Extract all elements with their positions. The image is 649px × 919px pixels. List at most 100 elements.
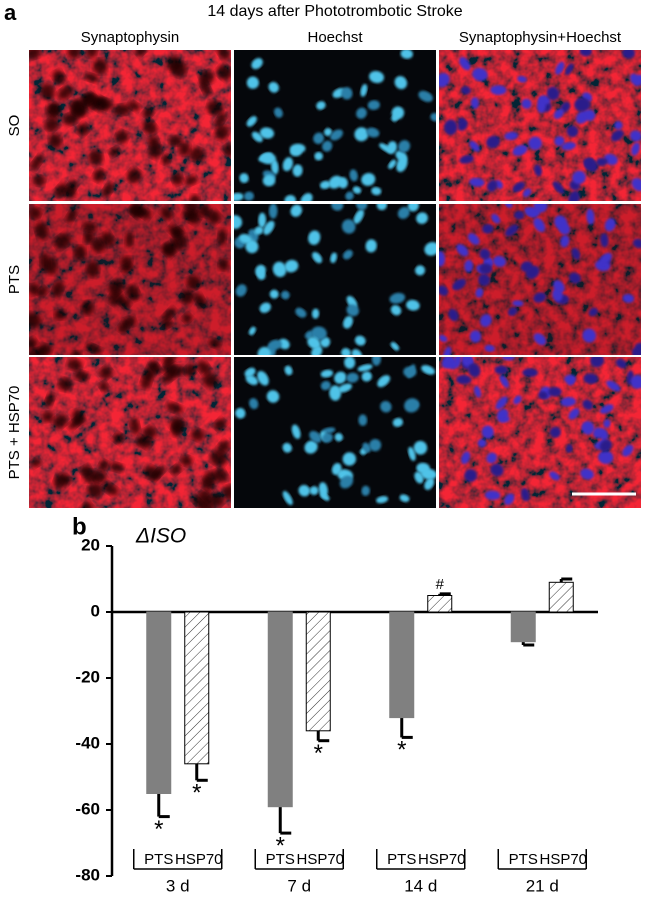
nucleus: [339, 475, 354, 489]
nucleus: [548, 387, 562, 397]
micrograph-content: [439, 204, 641, 355]
nucleus: [316, 101, 326, 110]
cell-body: [182, 208, 196, 220]
nucleus: [366, 127, 380, 138]
nucleus: [554, 136, 565, 147]
nucleus: [631, 178, 641, 192]
micrograph: [234, 357, 436, 508]
nucleus: [490, 85, 507, 95]
nucleus: [390, 305, 402, 316]
nucleus: [334, 432, 343, 442]
nucleus: [590, 357, 604, 368]
nucleus: [582, 328, 597, 343]
nucleus: [439, 251, 446, 267]
cell-body: [30, 154, 44, 170]
nucleus: [630, 130, 641, 142]
nucleus: [289, 143, 306, 154]
cell-body: [63, 112, 79, 126]
column-header: Synaptophysin+Hoechst: [459, 29, 622, 46]
nucleus: [272, 261, 287, 278]
nucleus: [579, 50, 592, 57]
cell-body: [118, 321, 130, 334]
nucleus: [376, 495, 389, 504]
x-tick-label: 21 d: [526, 876, 559, 895]
nucleus: [415, 265, 426, 276]
cell-body: [171, 61, 187, 78]
cell-body: [29, 283, 40, 296]
cell-body: [102, 182, 114, 197]
cell-body: [54, 309, 66, 320]
nucleus: [355, 204, 368, 211]
nucleus: [480, 314, 492, 327]
nucleus: [251, 58, 263, 70]
y-tick-label: 0: [91, 601, 100, 620]
cell-body: [86, 50, 98, 58]
cell-body: [102, 482, 119, 496]
nucleus: [588, 307, 598, 317]
y-tick-label: -80: [75, 865, 100, 884]
group-bracket: [497, 849, 587, 870]
cell-body: [161, 319, 173, 329]
nucleus: [257, 370, 269, 386]
cell-body: [125, 232, 134, 248]
nucleus: [365, 239, 377, 253]
nucleus: [472, 67, 488, 82]
cell-body: [171, 172, 184, 186]
nucleus: [481, 425, 494, 439]
significance-mark: *: [154, 816, 163, 843]
series-label: HSP70: [296, 851, 344, 868]
cell-body: [189, 147, 205, 162]
cell-body: [191, 428, 205, 442]
cell-body: [120, 256, 133, 269]
micrograph-content: [29, 357, 231, 508]
nucleus: [468, 363, 481, 377]
nucleus: [600, 233, 609, 248]
significance-mark: *: [397, 737, 406, 764]
nucleus: [442, 346, 452, 355]
nucleus: [380, 400, 392, 413]
nucleus: [499, 375, 509, 388]
cell-body: [168, 224, 182, 238]
nucleus: [583, 373, 598, 384]
nucleus: [490, 463, 504, 477]
nucleus: [505, 224, 519, 237]
cell-body: [183, 364, 197, 377]
cell-body: [99, 381, 109, 392]
nucleus: [464, 259, 474, 273]
nucleus: [234, 215, 243, 229]
nucleus: [448, 308, 459, 322]
nucleus: [300, 193, 313, 201]
nucleus: [329, 385, 342, 401]
nucleus: [341, 219, 356, 234]
cell-body: [109, 462, 124, 472]
cell-body: [57, 85, 73, 100]
cell-body: [32, 175, 46, 187]
nucleus: [353, 209, 364, 224]
cell-body: [74, 370, 89, 382]
nucleus: [571, 247, 581, 260]
cell-body: [109, 147, 120, 157]
cell-body: [31, 458, 41, 468]
cell-body: [182, 313, 193, 324]
nucleus: [444, 119, 458, 135]
nucleus: [603, 419, 611, 428]
cell-body: [126, 168, 142, 184]
cell-body: [29, 207, 42, 220]
nucleus: [482, 224, 494, 234]
nucleus: [307, 336, 321, 349]
series-label: HSP70: [175, 851, 223, 868]
cell-body: [217, 50, 230, 60]
cell-body: [29, 312, 42, 328]
cell-body: [128, 101, 140, 112]
nucleus: [491, 213, 501, 224]
nucleus: [318, 482, 328, 498]
nucleus: [248, 326, 256, 336]
cell-body: [160, 207, 173, 220]
nucleus: [533, 333, 547, 346]
nucleus: [549, 471, 560, 481]
nucleus: [522, 368, 538, 377]
x-tick-label: 3 d: [166, 876, 190, 895]
nucleus: [553, 108, 564, 119]
cell-body: [96, 97, 113, 110]
nucleus: [622, 444, 634, 457]
